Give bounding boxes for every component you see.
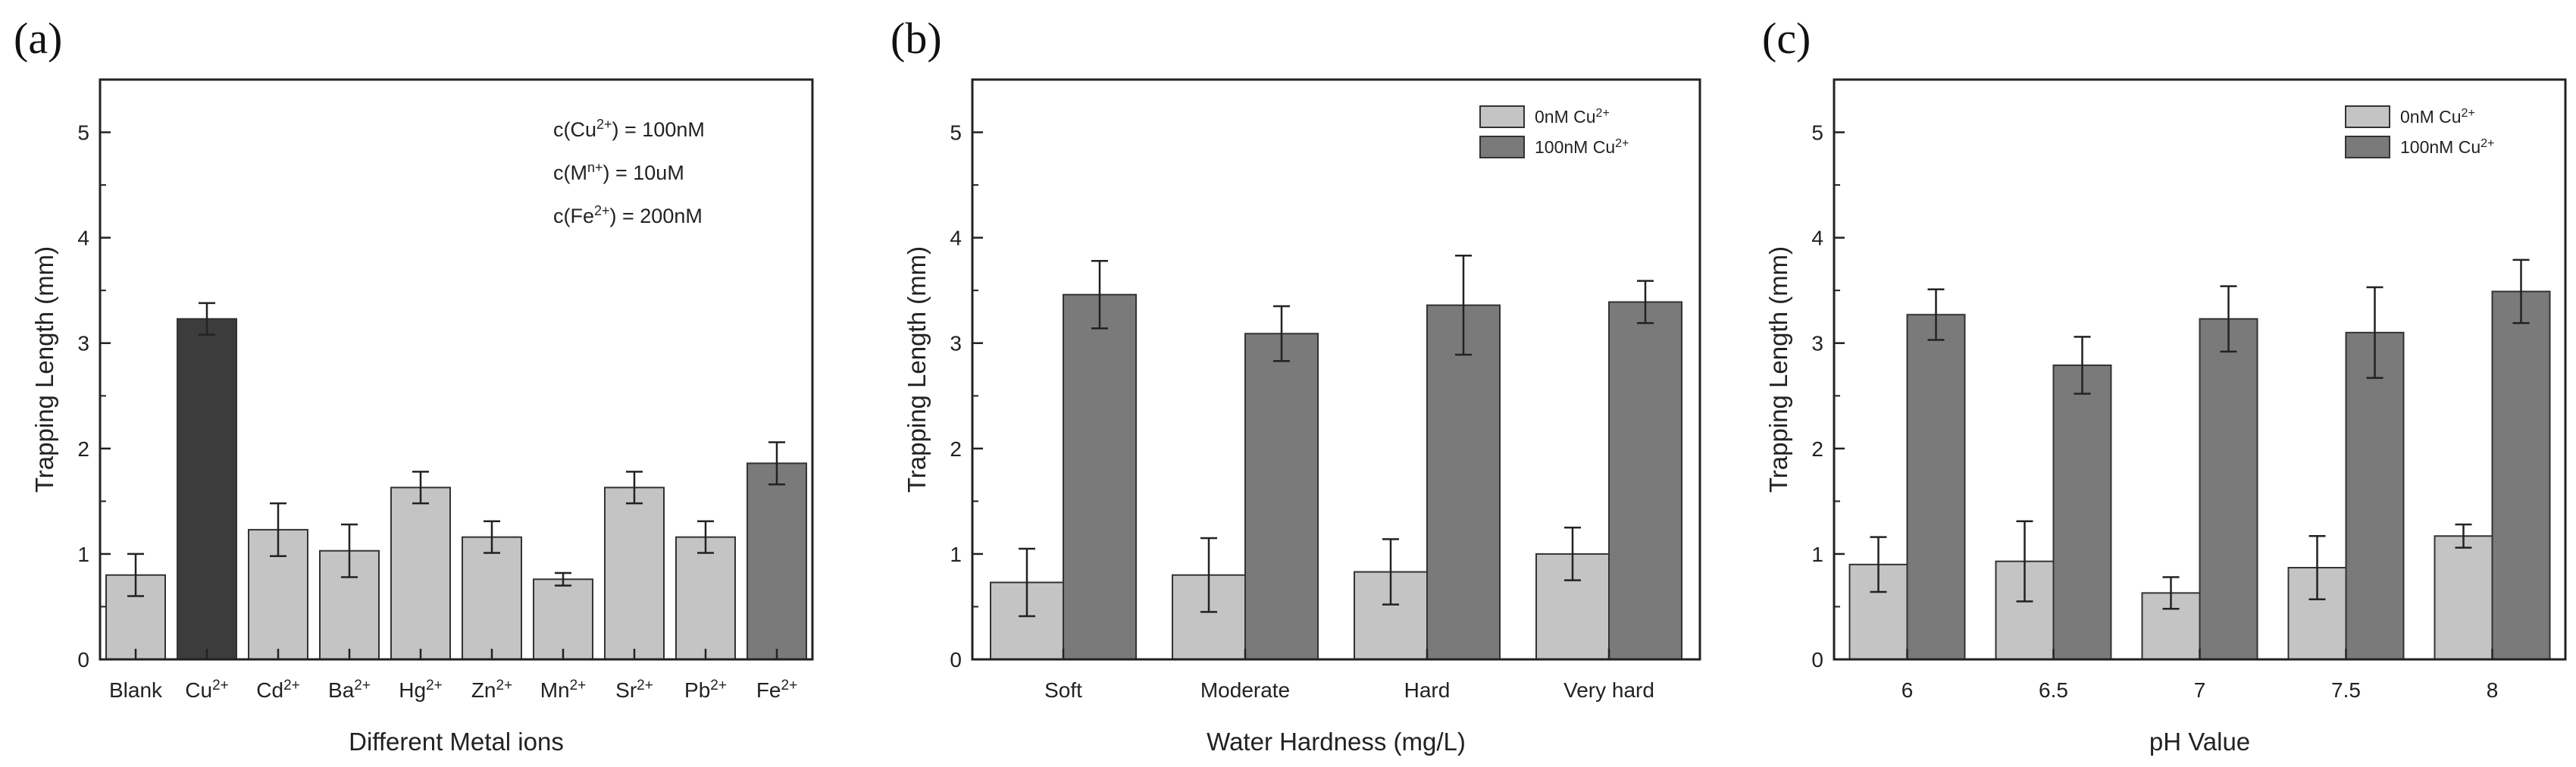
x-tick-label: 8: [2487, 678, 2499, 702]
x-tick-label: Ba2+: [328, 678, 371, 703]
bar-series-2: [1426, 304, 1501, 660]
panel-label: (a): [14, 14, 62, 63]
x-axis-title: Different Metal ions: [349, 728, 564, 756]
legend-swatch-series-2: [1479, 136, 1525, 158]
x-tick-label: Very hard: [1563, 678, 1654, 702]
x-tick-label: Blank: [109, 678, 163, 702]
bar: [675, 536, 736, 660]
x-tick-label: Fe2+: [756, 678, 797, 703]
bar: [390, 487, 451, 660]
bar: [604, 487, 665, 660]
bar-series-2: [1244, 333, 1319, 660]
y-tick-label: 5: [1811, 121, 1823, 145]
y-tick-label: 5: [77, 121, 89, 145]
x-tick-label: Hard: [1404, 678, 1451, 702]
y-tick-label: 1: [950, 543, 962, 566]
bar-series-2: [2491, 290, 2551, 660]
x-tick-label: Sr2+: [615, 678, 653, 703]
bar-series-2: [1608, 301, 1682, 660]
annotation-line: c(Mn+) = 10uM: [553, 160, 684, 184]
legend-swatch-series-1: [2345, 105, 2390, 128]
bar-series-2: [1063, 293, 1137, 660]
bar: [462, 536, 522, 660]
legend-label: 100nM Cu2+: [2400, 137, 2494, 158]
y-axis-title: Trapping Length (mm): [903, 246, 931, 493]
x-tick-label: Pb2+: [684, 678, 727, 703]
x-axis-title: pH Value: [2149, 728, 2250, 756]
legend-swatch-series-2: [2345, 136, 2390, 158]
y-tick-label: 2: [950, 437, 962, 461]
y-axis-title: Trapping Length (mm): [1764, 246, 1792, 493]
x-tick-label: Soft: [1044, 678, 1082, 702]
y-tick-label: 2: [77, 437, 89, 461]
y-tick-label: 3: [950, 332, 962, 355]
bar: [747, 462, 807, 660]
bar-series-2: [1906, 314, 1966, 660]
plot-frame: [99, 78, 814, 661]
y-tick-label: 0: [950, 648, 962, 672]
annotation-line: c(Fe2+) = 200nM: [553, 203, 703, 227]
bar-series-2: [2345, 331, 2405, 660]
plot-frame: [971, 78, 1701, 661]
y-tick-label: 4: [77, 227, 89, 250]
y-tick-label: 1: [1811, 543, 1823, 566]
x-tick-label: 7: [2194, 678, 2206, 702]
x-axis-title: Water Hardness (mg/L): [1207, 728, 1466, 756]
x-tick-label: Hg2+: [399, 678, 442, 703]
bar-series-2: [2199, 318, 2258, 660]
y-tick-label: 5: [950, 121, 962, 145]
panel-a: (a) 0 1 2 3 4 5 Blank Cu2+ Cd2+ Ba2+ Hg2+ Zn2+ Mn2+ Sr…: [14, 14, 814, 756]
y-tick-label: 0: [77, 648, 89, 672]
x-tick-label: Cd2+: [256, 678, 299, 703]
y-axis-title: Trapping Length (mm): [30, 246, 58, 493]
y-tick-label: 1: [77, 543, 89, 566]
x-tick-label: 6.5: [2039, 678, 2068, 702]
panel-b: (b) 0 1 2 3 4 5 Soft Moderate Hard Very hard Water …: [890, 14, 1701, 756]
bar-series-1: [2434, 535, 2493, 660]
legend-label: 0nM Cu2+: [2400, 107, 2475, 127]
x-tick-label: Mn2+: [540, 678, 587, 703]
legend-label: 100nM Cu2+: [1535, 137, 1629, 158]
bar-series-2: [2052, 364, 2112, 660]
bar: [177, 318, 237, 660]
x-tick-label: Moderate: [1200, 678, 1290, 702]
y-tick-label: 4: [950, 227, 962, 250]
y-tick-label: 2: [1811, 437, 1823, 461]
panel-label: (b): [890, 14, 942, 63]
x-tick-label: 6: [1901, 678, 1914, 702]
panel-label: (c): [1762, 14, 1811, 63]
annotation-line: c(Cu2+) = 100nM: [553, 117, 705, 141]
bar: [533, 578, 593, 660]
x-tick-label: Zn2+: [471, 678, 512, 703]
panel-c: (c) 0 1 2 3 4 5 6 6.5 7 7.5 8 pH Value Trapping Lengt…: [1762, 14, 2567, 756]
legend-label: 0nM Cu2+: [1535, 107, 1610, 127]
y-tick-label: 3: [77, 332, 89, 355]
y-tick-label: 4: [1811, 227, 1823, 250]
x-tick-label: 7.5: [2331, 678, 2361, 702]
y-tick-label: 0: [1811, 648, 1823, 672]
legend-swatch-series-1: [1479, 105, 1525, 128]
x-tick-label: Cu2+: [185, 678, 228, 703]
y-tick-label: 3: [1811, 332, 1823, 355]
